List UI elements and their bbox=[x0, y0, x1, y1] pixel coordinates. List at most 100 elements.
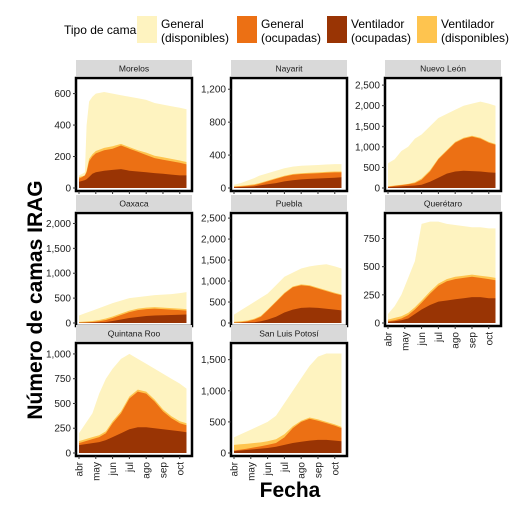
x-tick-label: jul bbox=[125, 462, 136, 473]
legend: Tipo de cama General(disponibles)General… bbox=[64, 16, 509, 45]
y-tick-label: 1,500 bbox=[46, 244, 71, 255]
panel-border bbox=[383, 76, 503, 193]
legend-entry-vent_disp: Ventilador(disponibles) bbox=[417, 16, 509, 45]
y-axis-title: Número de camas IRAG bbox=[24, 180, 47, 419]
y-tick-label: 2,000 bbox=[201, 235, 226, 246]
y-tick-label: 0 bbox=[374, 319, 380, 330]
panel-7: San Luis Potosí 0 500 1,000 1,500 abr may jun ju… bbox=[201, 325, 349, 481]
panel-title: Puebla bbox=[276, 199, 303, 209]
x-tick-label: sep bbox=[158, 462, 169, 479]
panel-border bbox=[229, 341, 349, 458]
y-tick-label: 1,000 bbox=[46, 349, 71, 360]
legend-label-gen_disp-line2: (disponibles) bbox=[161, 31, 229, 45]
panel-strip bbox=[76, 60, 192, 76]
y-tick-label: 2,000 bbox=[355, 101, 380, 112]
area-vent_ocup bbox=[388, 170, 496, 188]
area-vent_ocup bbox=[79, 169, 187, 188]
legend-label-vent_disp-line1: Ventilador bbox=[441, 17, 494, 31]
x-tick-label: jul bbox=[280, 462, 291, 473]
y-tick-label: 1,500 bbox=[355, 122, 380, 133]
y-tick-label: 800 bbox=[209, 118, 226, 129]
y-tick-label: 2,500 bbox=[201, 214, 226, 225]
y-tick-label: 1,000 bbox=[201, 277, 226, 288]
legend-label-vent_ocup-line1: Ventilador bbox=[351, 17, 404, 31]
panel-strip bbox=[385, 195, 501, 211]
y-tick-label: 600 bbox=[54, 89, 71, 100]
legend-label-vent_ocup-line2: (ocupadas) bbox=[351, 31, 411, 45]
x-tick-label: may bbox=[246, 462, 257, 481]
legend-swatch-vent_ocup bbox=[327, 16, 347, 43]
area-vent_ocup bbox=[234, 177, 342, 188]
x-tick-label: may bbox=[400, 332, 411, 351]
area-vent_ocup bbox=[234, 439, 342, 453]
y-tick-label: 0 bbox=[65, 319, 71, 330]
y-tick-label: 1,000 bbox=[355, 142, 380, 153]
x-tick-label: oct bbox=[330, 462, 341, 476]
legend-label-gen_ocup-line2: (ocupadas) bbox=[261, 31, 321, 45]
panel-6: Quintana Roo 0 250 500 750 1,000 abr may jun jul a… bbox=[46, 325, 194, 481]
panel-title: Quintana Roo bbox=[108, 329, 161, 339]
y-tick-label: 500 bbox=[363, 163, 380, 174]
y-tick-label: 0 bbox=[220, 184, 226, 195]
y-tick-label: 500 bbox=[363, 262, 380, 273]
panel-strip bbox=[76, 325, 192, 341]
area-vent_ocup bbox=[234, 307, 342, 323]
y-tick-label: 200 bbox=[54, 152, 71, 163]
y-tick-label: 1,000 bbox=[201, 386, 226, 397]
legend-swatch-gen_ocup bbox=[237, 16, 257, 43]
x-axis-title: Fecha bbox=[260, 479, 321, 502]
legend-swatch-gen_disp bbox=[137, 16, 157, 43]
area-vent_ocup bbox=[79, 427, 187, 453]
y-tick-label: 750 bbox=[363, 234, 380, 245]
legend-entry-gen_disp: General(disponibles) bbox=[137, 16, 229, 45]
panel-1: Nayarit 0 400 800 1,200 bbox=[201, 60, 349, 195]
x-tick-label: ago bbox=[297, 462, 308, 479]
panel-border bbox=[74, 341, 194, 458]
x-tick-label: abr bbox=[230, 461, 241, 476]
panel-border bbox=[74, 76, 194, 193]
x-tick-label: oct bbox=[175, 462, 186, 476]
legend-swatch-vent_disp bbox=[417, 16, 437, 43]
x-tick-label: oct bbox=[484, 332, 495, 346]
y-tick-label: 1,500 bbox=[201, 355, 226, 366]
area-vent_ocup bbox=[388, 297, 496, 323]
y-tick-label: 1,500 bbox=[201, 256, 226, 267]
panel-title: San Luis Potosí bbox=[259, 329, 319, 339]
panel-title: Nayarit bbox=[276, 64, 304, 74]
x-tick-label: sep bbox=[313, 462, 324, 479]
y-tick-label: 500 bbox=[54, 399, 71, 410]
panel-5: Querétaro 0 250 500 750 abr may jun jul ago sep oct bbox=[363, 195, 503, 351]
panel-strip bbox=[231, 60, 347, 76]
x-tick-label: ago bbox=[451, 332, 462, 349]
x-tick-label: ago bbox=[142, 462, 153, 479]
y-tick-label: 400 bbox=[209, 151, 226, 162]
panel-border bbox=[229, 76, 349, 193]
legend-label-vent_disp-line2: (disponibles) bbox=[441, 31, 509, 45]
y-tick-label: 250 bbox=[363, 290, 380, 301]
panel-0: Morelos 0 200 400 600 bbox=[54, 60, 194, 195]
panel-strip bbox=[231, 195, 347, 211]
panel-title: Nuevo León bbox=[420, 64, 466, 74]
panel-3: Oaxaca 0 500 1,000 1,500 2,000 bbox=[46, 195, 194, 330]
y-tick-label: 0 bbox=[65, 184, 71, 195]
panel-strip bbox=[76, 195, 192, 211]
legend-label-gen_disp-line1: General bbox=[161, 17, 204, 31]
panel-strip bbox=[385, 60, 501, 76]
x-tick-label: abr bbox=[384, 331, 395, 346]
area-vent_ocup bbox=[79, 314, 187, 323]
y-tick-label: 0 bbox=[220, 449, 226, 460]
legend-label-gen_ocup-line1: General bbox=[261, 17, 304, 31]
y-tick-label: 2,500 bbox=[355, 81, 380, 92]
panel-border bbox=[383, 211, 503, 328]
y-tick-label: 0 bbox=[374, 184, 380, 195]
panel-title: Morelos bbox=[119, 64, 149, 74]
x-tick-label: sep bbox=[467, 332, 478, 349]
x-tick-label: jun bbox=[417, 332, 428, 346]
facet-panels: Morelos 0 200 400 600 Nayarit 0 400 800 1,200 Nuev… bbox=[46, 60, 503, 481]
y-tick-label: 250 bbox=[54, 424, 71, 435]
y-tick-label: 1,000 bbox=[46, 269, 71, 280]
panel-2: Nuevo León 0 500 1,000 1,500 2,000 2,500 bbox=[355, 60, 503, 195]
legend-entry-gen_ocup: General(ocupadas) bbox=[237, 16, 321, 45]
